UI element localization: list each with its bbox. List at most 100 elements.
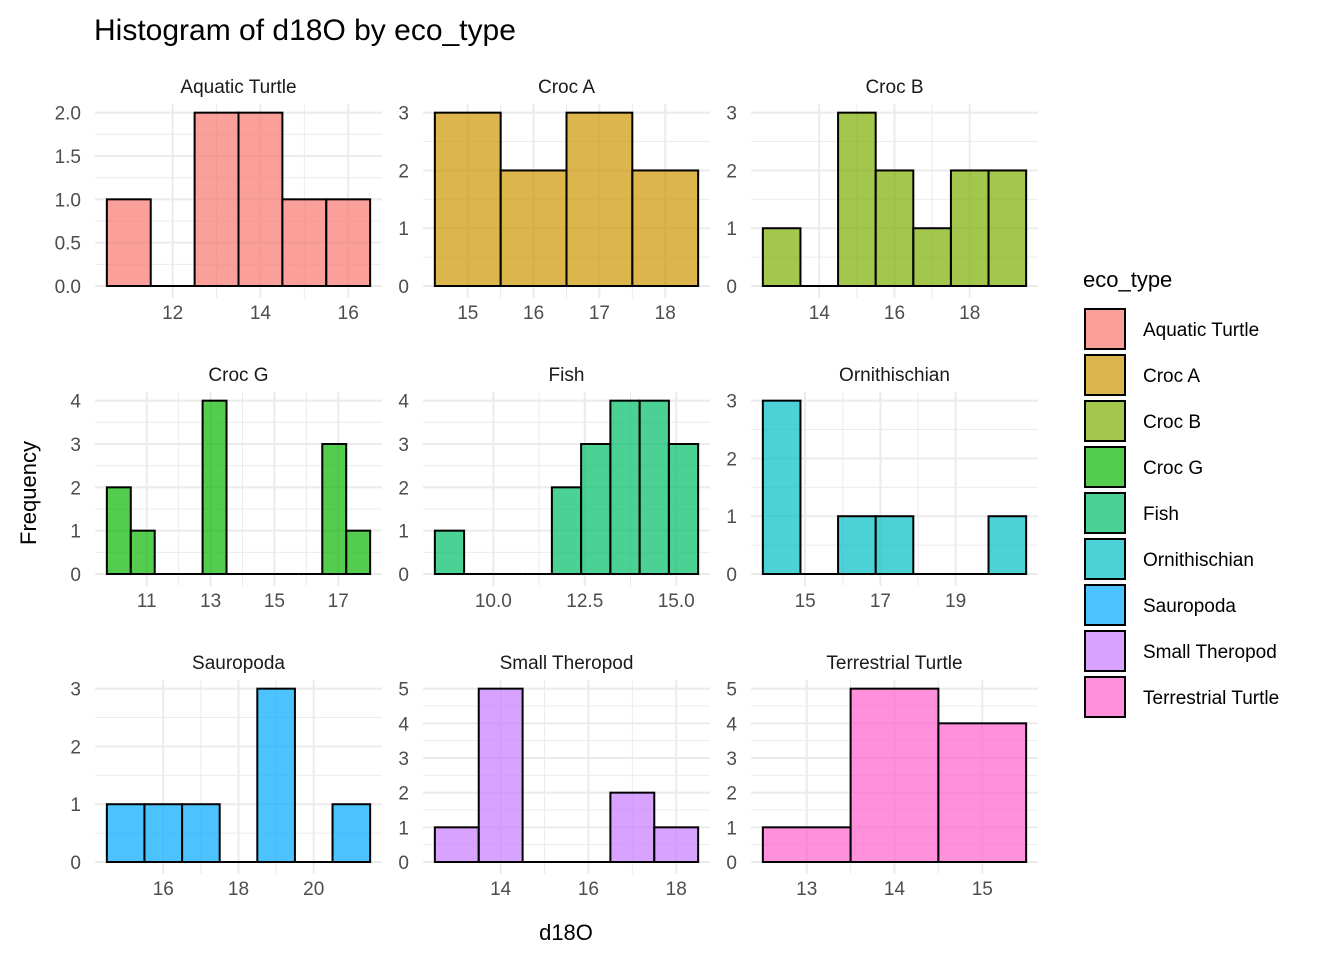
y-tick-label: 2	[398, 478, 409, 499]
y-tick-label: 1.5	[55, 147, 81, 168]
x-tick-label: 15	[457, 303, 478, 324]
facet-strip-label: Croc B	[865, 77, 923, 98]
histogram-bar	[105, 803, 146, 864]
x-tick-label: 17	[870, 591, 891, 612]
y-tick-label: 0	[398, 565, 409, 586]
y-tick-label: 1	[70, 522, 81, 543]
legend-label: Aquatic Turtle	[1143, 320, 1259, 341]
y-tick-label: 2.0	[55, 104, 81, 125]
histogram-bar	[937, 722, 1028, 863]
histogram-bar	[912, 227, 952, 288]
y-tick-label: 4	[398, 392, 409, 413]
histogram-bar	[331, 803, 372, 864]
histogram-bar	[949, 169, 990, 287]
y-tick-label: 3	[70, 435, 81, 456]
facet-strip-label: Ornithischian	[839, 365, 950, 386]
legend-key	[1084, 400, 1126, 442]
legend-key	[1084, 492, 1126, 534]
histogram-bar	[321, 443, 348, 575]
y-tick-label: 0	[70, 565, 81, 586]
x-tick-label: 13	[200, 591, 221, 612]
facet-panel: Croc B 0 1 2 3 14 16 18	[726, 77, 1038, 324]
histogram-bar	[143, 803, 184, 864]
y-tick-label: 5	[726, 680, 737, 701]
y-tick-label: 0	[70, 853, 81, 874]
y-tick-label: 3	[726, 749, 737, 770]
histogram-bar	[609, 399, 641, 575]
histogram-bar	[433, 529, 466, 576]
histogram-bar	[874, 515, 915, 576]
histogram-bar	[433, 111, 502, 287]
facet-panel: Croc G 0 1 2 3 4 11 13 15 17	[70, 365, 382, 612]
legend-label: Fish	[1143, 504, 1179, 525]
y-tick-label: 3	[726, 104, 737, 125]
legend-key	[1084, 584, 1126, 626]
y-tick-label: 1	[398, 818, 409, 839]
facet-strip-label: Croc G	[208, 365, 268, 386]
x-tick-label: 20	[303, 879, 324, 900]
y-tick-label: 4	[70, 392, 81, 413]
y-tick-label: 0.0	[55, 277, 81, 298]
x-axis-label: d18O	[539, 920, 593, 945]
histogram-bar	[761, 826, 852, 863]
y-tick-label: 0.5	[55, 234, 81, 255]
y-tick-label: 2	[70, 478, 81, 499]
y-tick-label: 2	[398, 161, 409, 182]
facet-strip-label: Terrestrial Turtle	[826, 653, 962, 674]
histogram-bar	[325, 198, 372, 287]
y-tick-label: 1.0	[55, 190, 81, 211]
y-tick-label: 5	[398, 680, 409, 701]
facet-panel: Ornithischian 0 1 2 3 15 17 19	[726, 365, 1038, 612]
x-tick-label: 18	[959, 303, 980, 324]
y-tick-label: 1	[726, 219, 737, 240]
facet-strip-label: Sauropoda	[192, 653, 285, 674]
legend-key	[1084, 630, 1126, 672]
x-tick-label: 16	[338, 303, 359, 324]
x-tick-label: 14	[809, 303, 831, 324]
facet-strip-label: Aquatic Turtle	[180, 77, 296, 98]
histogram-bar	[345, 529, 372, 576]
histogram-bar	[499, 169, 568, 287]
x-tick-label: 16	[884, 303, 905, 324]
histogram-bar	[638, 399, 670, 575]
y-tick-label: 4	[726, 714, 737, 735]
legend-label: Croc A	[1143, 366, 1200, 387]
histogram-bar	[653, 826, 700, 863]
y-tick-label: 1	[398, 219, 409, 240]
y-tick-label: 3	[398, 435, 409, 456]
histogram-bar	[761, 227, 802, 288]
histogram-bar	[201, 399, 228, 575]
x-tick-label: 15	[264, 591, 285, 612]
y-tick-label: 1	[70, 795, 81, 816]
facet-panel: Sauropoda 0 1 2 3 16 18 20	[70, 653, 382, 900]
histogram-bar	[129, 529, 156, 576]
facet-strip-label: Croc A	[538, 77, 595, 98]
facet-strip-label: Fish	[549, 365, 585, 386]
legend-label: Terrestrial Turtle	[1143, 688, 1279, 709]
histogram-bar	[105, 486, 132, 576]
histogram-bar	[987, 515, 1028, 576]
histogram-bar	[256, 687, 296, 864]
y-tick-label: 0	[398, 277, 409, 298]
legend-label: Ornithischian	[1143, 550, 1254, 571]
x-tick-label: 15	[795, 591, 816, 612]
legend-key	[1084, 676, 1126, 718]
histogram-bar	[609, 791, 656, 864]
x-tick-label: 11	[137, 591, 157, 612]
x-tick-label: 12	[162, 303, 183, 324]
legend-key	[1084, 446, 1126, 488]
histogram-bar	[550, 486, 583, 576]
histogram-bar	[281, 198, 328, 287]
facet-panel: Small Theropod 0 1 2 3 4 5 14 16 18	[398, 653, 710, 900]
histogram-bar	[181, 803, 221, 864]
histogram-bar	[874, 169, 915, 287]
x-tick-label: 15.0	[658, 591, 695, 612]
x-tick-label: 18	[228, 879, 249, 900]
x-tick-label: 19	[945, 591, 966, 612]
y-tick-label: 3	[726, 392, 737, 413]
chart-title: Histogram of d18O by eco_type	[94, 14, 516, 47]
histogram-bar	[565, 111, 634, 287]
legend-title: eco_type	[1083, 267, 1172, 292]
histogram-bar	[237, 111, 284, 287]
